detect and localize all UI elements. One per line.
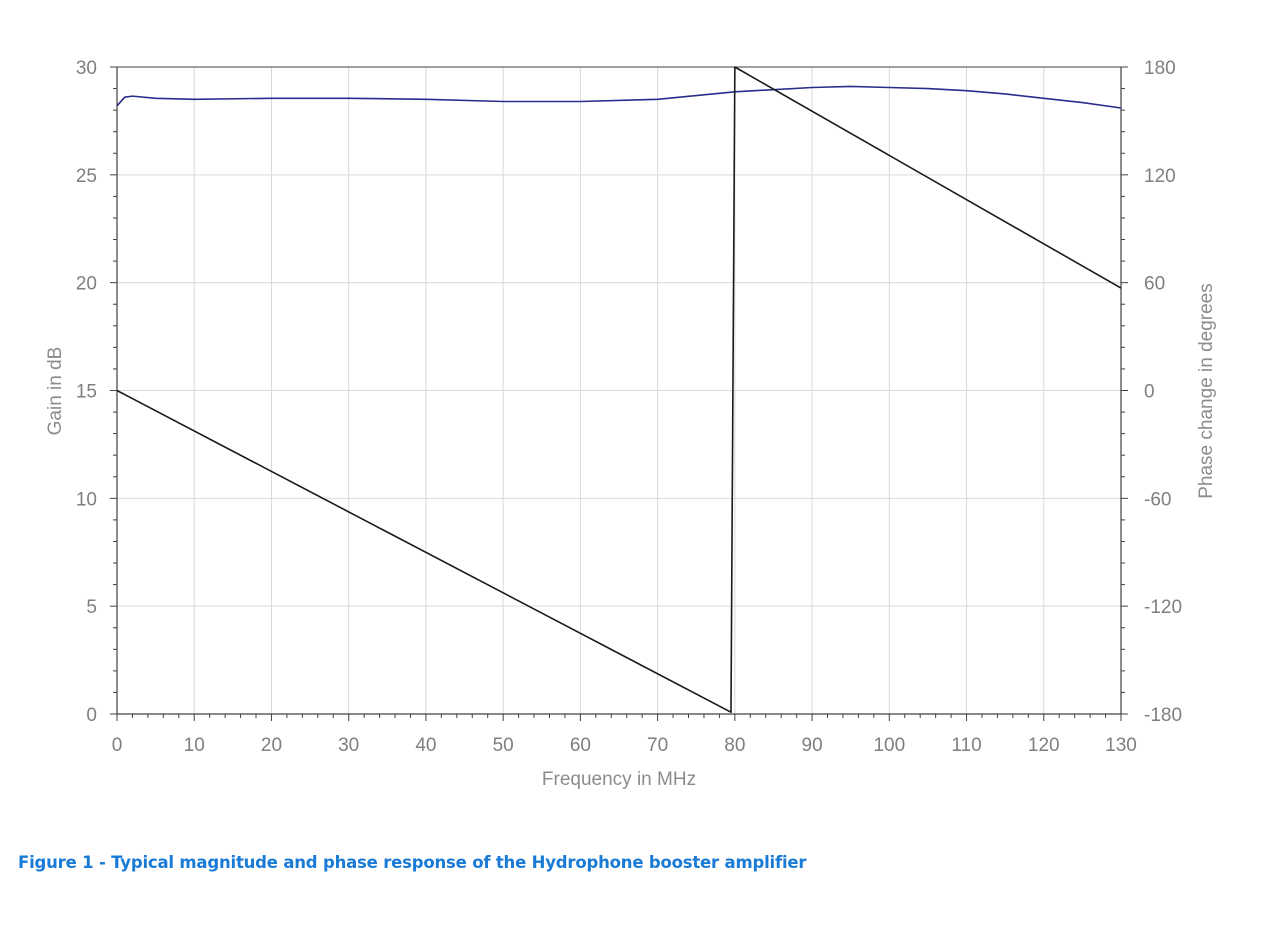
y-axis-title: Gain in dB: [45, 347, 66, 436]
y2-tick-label: 60: [1144, 274, 1165, 295]
x-tick-label: 60: [570, 735, 591, 756]
x-tick-label: 70: [647, 735, 668, 756]
y-tick-label: 5: [86, 597, 97, 618]
x-axis-title: Frequency in MHz: [542, 769, 696, 790]
y2-axis-title: Phase change in degrees: [1196, 283, 1217, 499]
plot-frame: [110, 66, 1128, 721]
x-tick-label: 130: [1105, 735, 1137, 756]
y-tick-label: 25: [76, 166, 97, 187]
y2-tick-label: 180: [1144, 58, 1176, 79]
x-tick-label: 80: [724, 735, 745, 756]
x-tick-label: 30: [338, 735, 359, 756]
x-tick-labels: 0 10 20 30 40 50 60 70 80 90 100 110 120 130: [112, 735, 1137, 756]
y-tick-label: 10: [76, 489, 97, 510]
y2-tick-label: -120: [1144, 597, 1182, 618]
figure-caption: Figure 1 - Typical magnitude and phase r…: [18, 853, 807, 872]
y-tick-label: 30: [76, 58, 97, 79]
gain-series-line: [116, 85, 1122, 109]
x-tick-label: 100: [873, 735, 905, 756]
y-tick-labels: 0 5 10 15 20 25 30: [76, 58, 97, 726]
y2-tick-label: 0: [1144, 382, 1155, 403]
chart: 0 10 20 30 40 50 60 70 80 90 100 110 120 130 0 5 10 15 20…: [45, 58, 1217, 790]
x-tick-label: 20: [261, 735, 282, 756]
phase-series-line: [116, 66, 1122, 714]
grid: [117, 67, 1121, 714]
y-tick-label: 20: [76, 274, 97, 295]
y2-tick-label: -180: [1144, 705, 1182, 726]
y2-tick-label: 120: [1144, 166, 1176, 187]
x-tick-label: 90: [802, 735, 823, 756]
x-tick-label: 10: [184, 735, 205, 756]
x-tick-label: 50: [493, 735, 514, 756]
y-tick-label: 15: [76, 382, 97, 403]
x-tick-label: 110: [951, 735, 981, 756]
x-tick-label: 120: [1028, 735, 1060, 756]
series-layer: [116, 66, 1122, 714]
x-tick-label: 40: [415, 735, 436, 756]
y2-tick-label: -60: [1144, 489, 1171, 510]
y2-tick-labels: -180 -120 -60 0 60 120 180: [1144, 58, 1182, 726]
y-tick-label: 0: [86, 705, 97, 726]
x-tick-label: 0: [112, 735, 123, 756]
